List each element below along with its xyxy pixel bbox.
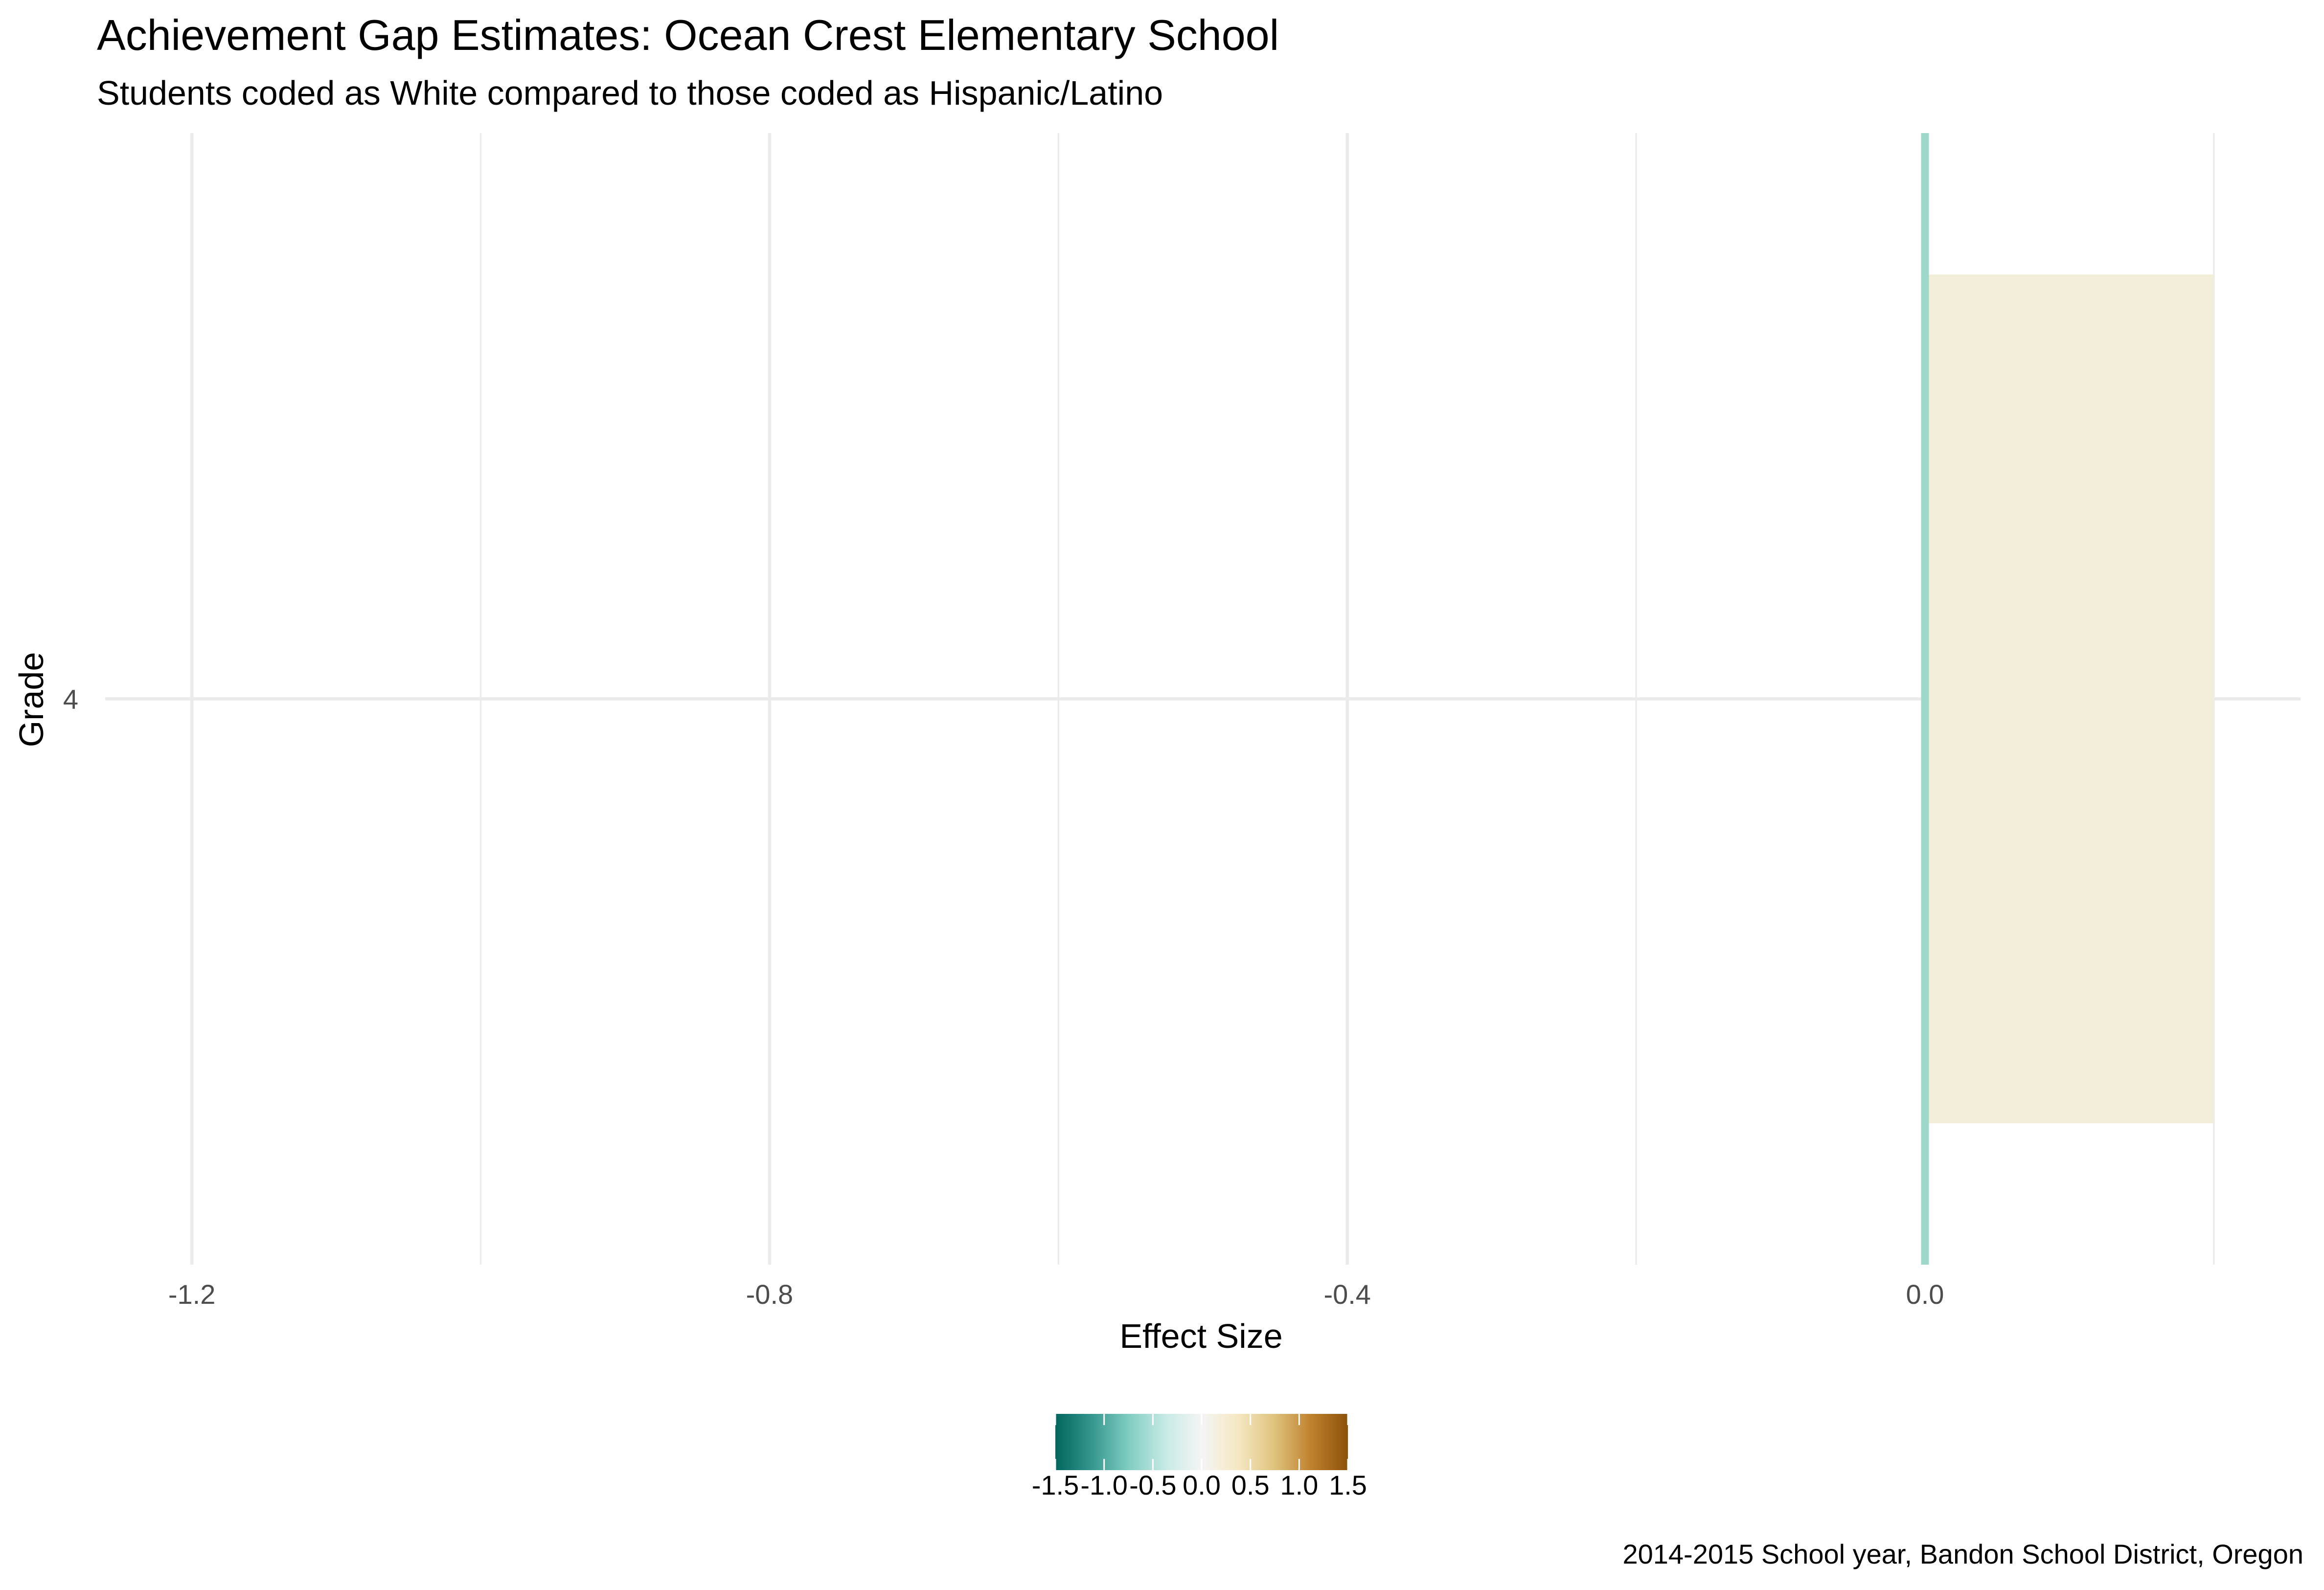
plot-panel <box>105 133 2301 1265</box>
legend-label: 1.5 <box>1329 1470 1367 1500</box>
chart-subtitle: Students coded as White compared to thos… <box>97 74 1163 112</box>
bars <box>1925 274 2214 1123</box>
y-axis-title: Grade <box>12 652 50 748</box>
y-tick-label: 4 <box>63 684 78 715</box>
legend-label: -0.5 <box>1129 1470 1177 1500</box>
x-axis-title: Effect Size <box>1119 1317 1282 1355</box>
chart-caption: 2014-2015 School year, Bandon School Dis… <box>1622 1539 2303 1569</box>
legend-label: -1.5 <box>1032 1470 1079 1500</box>
x-axis-tick-labels: -1.2 -0.8 -0.4 0.0 <box>168 1279 1944 1310</box>
legend-labels: -1.5 -1.0 -0.5 0.0 0.5 1.0 1.5 <box>1032 1470 1367 1500</box>
legend-label: -1.0 <box>1080 1470 1128 1500</box>
legend-label: 1.0 <box>1280 1470 1318 1500</box>
chart-title: Achievement Gap Estimates: Ocean Crest E… <box>97 11 1279 59</box>
x-tick-label: -0.4 <box>1323 1279 1371 1310</box>
legend-label: 0.0 <box>1183 1470 1221 1500</box>
y-axis-tick-labels: 4 <box>63 684 78 715</box>
color-legend: -1.5 -1.0 -0.5 0.0 0.5 1.0 1.5 <box>1032 1414 1367 1500</box>
bar-grade-4 <box>1925 274 2214 1123</box>
x-tick-label: -1.2 <box>168 1279 216 1310</box>
x-tick-label: 0.0 <box>1906 1279 1944 1310</box>
legend-ticks <box>1054 1414 1349 1470</box>
x-tick-label: -0.8 <box>746 1279 794 1310</box>
legend-label: 0.5 <box>1231 1470 1270 1500</box>
